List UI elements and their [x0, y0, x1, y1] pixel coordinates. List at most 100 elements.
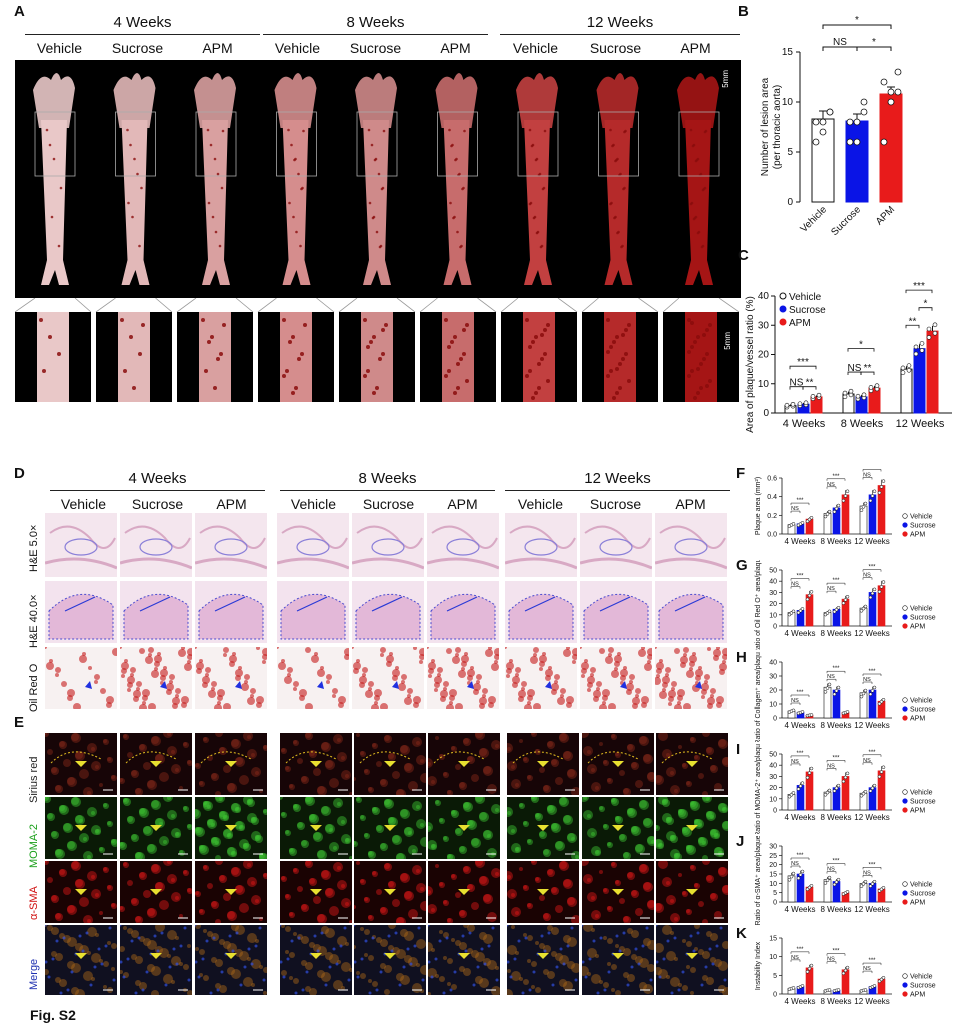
asma-image [656, 861, 728, 923]
data-point [832, 609, 837, 614]
y-axis-label: Area of plaque/vessel ratio (%) [745, 296, 756, 433]
panel-label-j: J [736, 833, 745, 850]
merge-image [120, 925, 192, 995]
data-point [843, 598, 848, 602]
data-point [861, 691, 866, 696]
legend-marker [902, 623, 908, 629]
aorta-zoom-tile [420, 312, 496, 402]
header-4w: 4 Weeks [113, 14, 172, 31]
aorta-zoom-tile [177, 312, 253, 402]
data-point [832, 510, 837, 514]
significance-label: NS [833, 37, 847, 48]
sirius-red-image [45, 733, 117, 795]
data-point [809, 883, 814, 888]
aorta-specimen [435, 73, 478, 285]
group-label: Sucrose [131, 496, 184, 512]
data-point [861, 882, 866, 886]
significance-label: NS [827, 867, 835, 873]
significance-label: NS [863, 966, 871, 972]
data-point [870, 882, 875, 886]
significance-label: NS [791, 582, 799, 588]
data-point [863, 789, 868, 794]
significance-label: * [859, 340, 863, 351]
data-point [836, 605, 841, 610]
data-point [880, 138, 888, 146]
y-tick: 25 [769, 853, 777, 860]
zoom-box [34, 111, 76, 177]
y-tick: 0 [773, 624, 777, 631]
legend-marker [779, 318, 787, 326]
significance-label: *** [832, 474, 840, 480]
aorta-zoom-tile [258, 312, 334, 402]
data-point [868, 692, 873, 696]
header-4w: 4 Weeks [128, 470, 187, 487]
data-point [881, 765, 886, 770]
y-tick: 30 [769, 774, 777, 781]
asma-image [582, 861, 654, 923]
bar [913, 348, 926, 414]
data-point [810, 394, 816, 399]
zoom-box [517, 111, 559, 177]
legend-label: Sucrose [910, 799, 936, 806]
significance-label: *** [868, 750, 876, 756]
y-axis-label: Ratio of Oil Red O⁺ area/plaque (%) [755, 560, 762, 650]
legend-marker [902, 807, 908, 813]
significance-label: *** [832, 949, 840, 955]
data-point [842, 394, 848, 400]
group-label: Vehicle [512, 40, 559, 56]
asma-image [428, 861, 500, 923]
zoom-box [598, 111, 639, 177]
merge-image [45, 925, 117, 995]
merge-image [428, 925, 500, 995]
merge-image [195, 925, 267, 995]
y-axis-label: Ratio of Collagen⁺ area/plaque (%) [755, 652, 762, 742]
legend-label: APM [910, 992, 925, 999]
data-point [877, 774, 882, 779]
moma2-image [120, 797, 192, 859]
significance-label: ** [864, 363, 872, 374]
legend-marker [779, 305, 787, 313]
data-point [826, 108, 834, 116]
bar [845, 120, 869, 203]
significance-label: NS [791, 506, 799, 512]
data-point [848, 392, 854, 398]
y-tick: 10 [769, 881, 777, 888]
data-point [845, 771, 850, 776]
significance-label: *** [868, 669, 876, 675]
he-stain-image [655, 513, 727, 577]
significance-label: *** [832, 666, 840, 672]
data-point [932, 330, 938, 336]
merge-image [656, 925, 728, 995]
data-point [836, 877, 841, 882]
data-point [881, 886, 886, 890]
data-point [832, 882, 837, 887]
data-point [812, 138, 820, 146]
asma-image [280, 861, 352, 923]
data-point [900, 370, 906, 375]
y-tick: 30 [758, 320, 770, 331]
y-axis-label: Number of lesion area [760, 77, 771, 176]
data-point [845, 965, 850, 970]
group-label: Vehicle [517, 496, 564, 512]
legend-label: Vehicle [910, 882, 933, 889]
data-point [881, 479, 886, 483]
panel-label-f: F [736, 465, 746, 482]
he-stain-image [120, 581, 192, 643]
data-point [894, 88, 902, 96]
data-point [870, 494, 875, 498]
significance-label: NS [827, 674, 835, 680]
x-tick: 12 Weeks [854, 813, 889, 822]
group-label: APM [440, 40, 471, 56]
data-point [842, 390, 848, 396]
legend-label: Sucrose [789, 305, 826, 316]
data-point [823, 793, 828, 797]
he-stain-image [427, 581, 499, 643]
data-point [846, 118, 854, 126]
y-tick: 30 [769, 844, 777, 851]
significance-label: NS [863, 472, 871, 478]
data-point [800, 521, 805, 525]
he-stain-image [195, 513, 267, 577]
data-point [816, 392, 822, 398]
underline [505, 490, 730, 491]
oil-red-o-image [120, 647, 192, 709]
